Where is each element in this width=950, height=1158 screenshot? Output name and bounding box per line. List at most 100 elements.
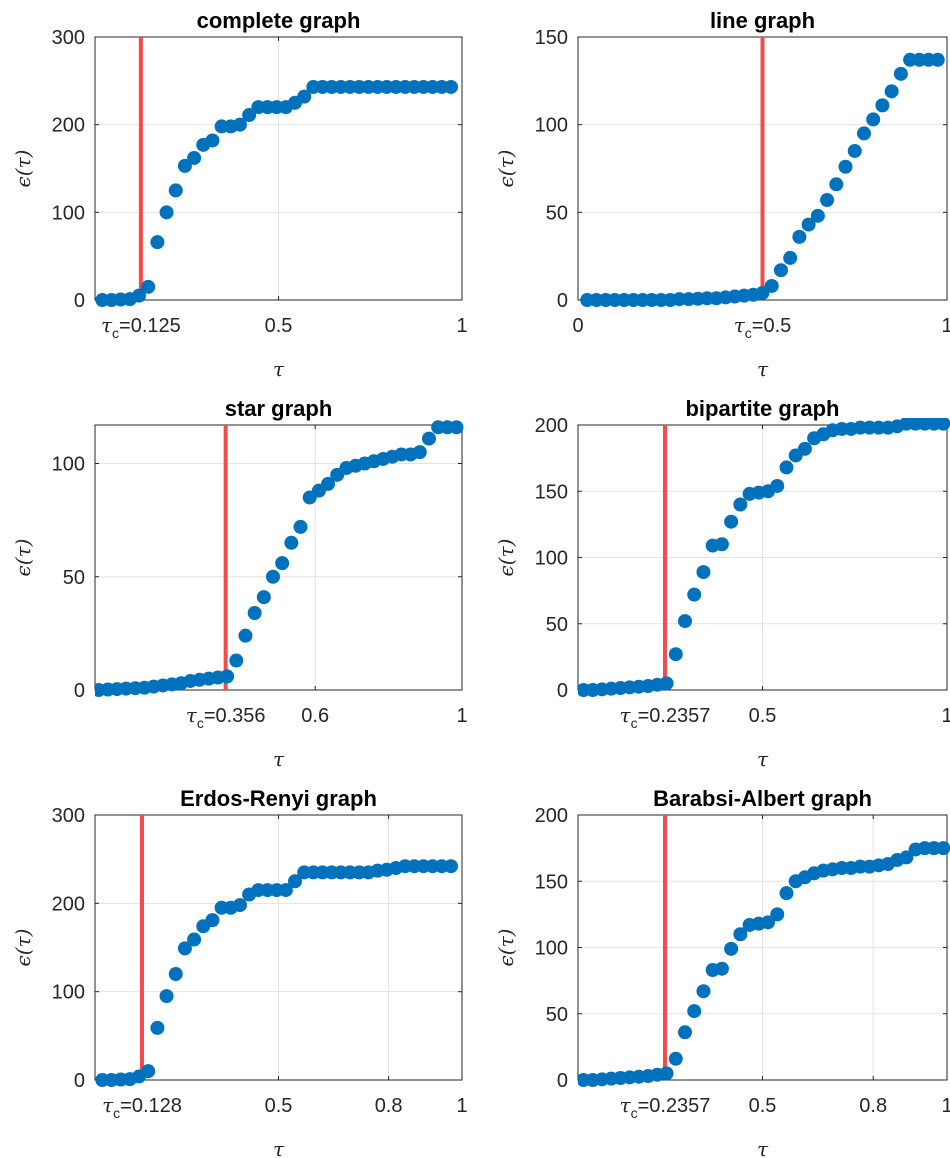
y-axis-label: ϵ(τ) (11, 929, 35, 967)
data-point (232, 898, 247, 913)
chart-panel: 0 τc=0.5 1 0 50 100 150 line graph τ ϵ(τ) (494, 8, 950, 381)
data-point (678, 614, 693, 629)
tau-symbol: τ (620, 703, 632, 727)
x-tick-label: 0.6 (301, 705, 329, 727)
data-point (443, 859, 458, 874)
data-point (187, 150, 202, 165)
chart-title: complete graph (197, 8, 361, 33)
x-tick-label: 1 (456, 1095, 467, 1117)
x-tick-label: 1 (941, 315, 950, 337)
data-point (899, 850, 914, 865)
x-axis-label: τ (273, 1137, 285, 1158)
tau-symbol: τ (620, 1093, 632, 1117)
y-tick-label: 50 (546, 202, 568, 224)
y-axis-label: ϵ(τ) (494, 150, 518, 188)
x-axis-label: τ (273, 357, 285, 381)
data-point (205, 913, 220, 928)
y-tick-label: 100 (52, 202, 85, 224)
tau-symbol: τ (734, 313, 746, 337)
tau-subscript: c (197, 715, 204, 731)
data-point (733, 497, 748, 512)
tau-value: =0.125 (119, 315, 181, 337)
y-axis-label: ϵ(τ) (11, 150, 35, 188)
x-tick-label: 1 (941, 1095, 950, 1117)
data-point (159, 989, 174, 1004)
x-tick-label: 0.5 (749, 705, 777, 727)
chart-title: star graph (225, 396, 333, 421)
data-point (856, 126, 871, 141)
data-series (580, 52, 945, 307)
data-point (238, 628, 253, 643)
data-point (847, 143, 862, 158)
data-point (829, 177, 844, 192)
chart-title: bipartite graph (685, 396, 839, 421)
data-point (205, 133, 220, 148)
y-axis-label: ϵ(τ) (494, 929, 518, 967)
tau-symbol: τ (102, 1093, 114, 1117)
y-tick-label: 50 (546, 1004, 568, 1026)
tau-subscript: c (113, 1105, 120, 1121)
x-tick-label: 0.8 (375, 1095, 403, 1117)
tau-subscript: c (745, 325, 752, 341)
tau-symbol: τ (186, 703, 198, 727)
y-tick-label: 100 (52, 454, 85, 476)
data-point (449, 420, 464, 435)
data-point (412, 445, 427, 460)
data-point (220, 669, 235, 684)
data-point (761, 915, 776, 930)
data-point (321, 476, 336, 491)
data-series (578, 418, 950, 697)
data-point (229, 653, 244, 668)
data-point (714, 961, 729, 976)
data-point (187, 932, 202, 947)
data-point (284, 535, 299, 550)
chart-title: Barabsi-Albert graph (653, 786, 872, 811)
data-point (177, 158, 192, 173)
y-axis-label: ϵ(τ) (494, 539, 518, 577)
y-tick-label: 200 (535, 805, 568, 827)
data-point (773, 263, 788, 278)
tau-subscript: c (112, 325, 119, 341)
y-tick-label: 100 (52, 982, 85, 1004)
y-tick-label: 50 (546, 614, 568, 636)
x-axis-label: τ (757, 357, 769, 381)
y-tick-label: 0 (74, 680, 85, 702)
critical-tau-tick-label: τc=0.356 (186, 703, 266, 731)
data-series (95, 420, 464, 697)
y-tick-label: 150 (535, 27, 568, 49)
data-point (764, 278, 779, 293)
data-series (95, 859, 458, 1087)
data-point (668, 647, 683, 662)
axes-frame (94, 424, 463, 691)
data-point (838, 159, 853, 174)
y-tick-label: 150 (535, 871, 568, 893)
tau-subscript: c (631, 1105, 638, 1121)
data-point (288, 874, 303, 889)
critical-tau-tick-label: τc=0.128 (102, 1093, 182, 1121)
x-tick-label: 0 (572, 315, 583, 337)
data-point (256, 590, 271, 605)
data-point (265, 569, 280, 584)
data-point (724, 514, 739, 529)
x-tick-label: 1 (456, 705, 467, 727)
data-point (779, 886, 794, 901)
y-tick-label: 200 (52, 115, 85, 137)
data-point (159, 205, 174, 220)
y-tick-label: 0 (74, 290, 85, 312)
y-tick-label: 200 (535, 415, 568, 437)
data-point (696, 565, 711, 580)
data-point (132, 288, 147, 303)
y-axis-label: ϵ(τ) (11, 539, 35, 577)
data-point (687, 587, 702, 602)
data-point (443, 79, 458, 94)
critical-tau-tick-label: τc=0.2357 (620, 703, 711, 731)
data-point (232, 117, 247, 132)
x-axis-label: τ (757, 1137, 769, 1158)
data-point (733, 927, 748, 942)
data-point (293, 519, 308, 534)
data-point (770, 478, 785, 493)
data-point (421, 431, 436, 446)
tau-value: =0.128 (120, 1095, 182, 1117)
